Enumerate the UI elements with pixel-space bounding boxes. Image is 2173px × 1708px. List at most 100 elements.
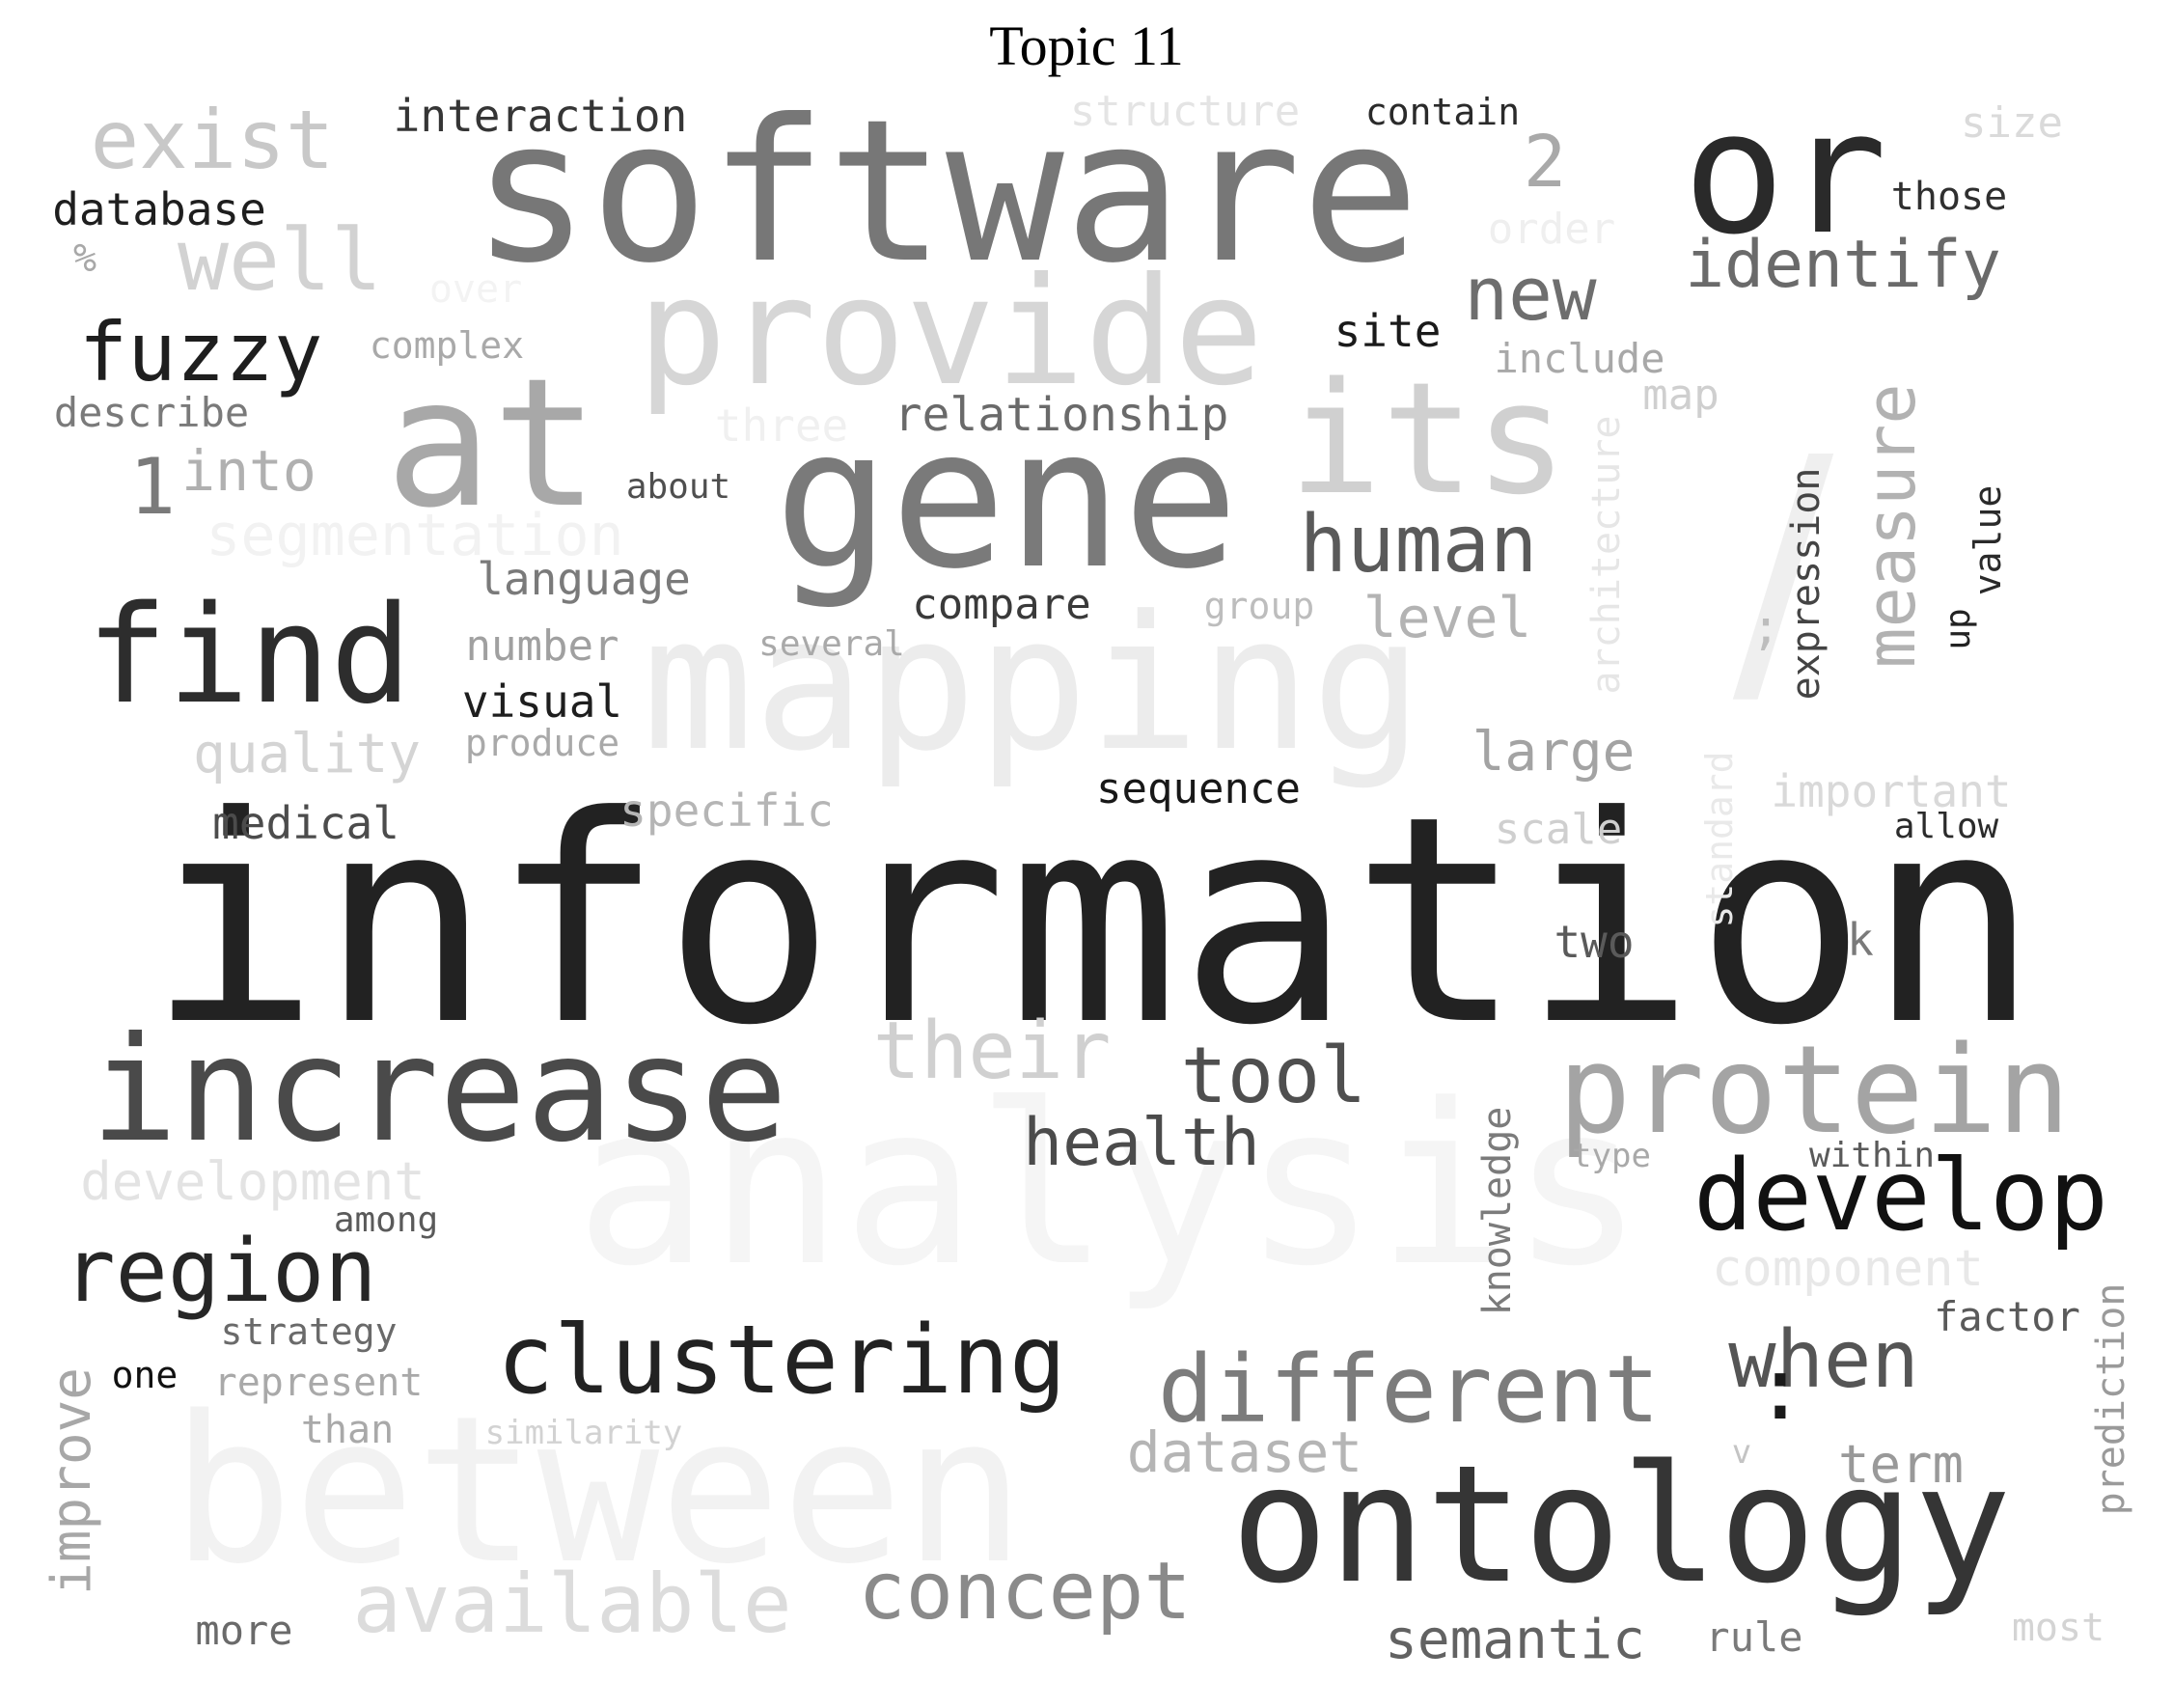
word-mapping: mapping — [642, 577, 1423, 792]
word-describe: describe — [53, 389, 250, 436]
word-up: up — [1939, 608, 1978, 650]
word-clustering: clustering — [496, 1306, 1067, 1416]
chart-title: Topic 11 — [989, 14, 1184, 77]
word-measure: measure — [1852, 383, 1931, 669]
word-when: when — [1728, 1314, 1919, 1406]
word-scale: scale — [1494, 805, 1623, 854]
word-one: one — [111, 1354, 179, 1396]
word-knowledge: knowledge — [1475, 1106, 1520, 1316]
word-three: three — [714, 399, 849, 452]
word-protein: protein — [1557, 1019, 2071, 1161]
word-development: development — [80, 1151, 426, 1212]
word-more: more — [195, 1607, 293, 1654]
word-exist: exist — [90, 93, 335, 187]
word-compare: compare — [912, 580, 1091, 629]
word-colon: : — [1753, 1338, 1807, 1440]
word-database: database — [52, 183, 266, 235]
word-large: large — [1472, 721, 1636, 784]
word-sequence: sequence — [1096, 764, 1301, 813]
word-their: their — [872, 1006, 1112, 1097]
word-fuzzy: fuzzy — [78, 305, 323, 399]
word-standard: standard — [1698, 751, 1741, 928]
word-most: most — [2011, 1606, 2105, 1650]
word-or: or — [1683, 74, 1887, 272]
word-specific: specific — [619, 785, 834, 837]
word-important: important — [1771, 765, 2012, 817]
word-structure: structure — [1069, 87, 1301, 136]
word-find: find — [86, 577, 412, 734]
word-prediction: prediction — [2089, 1282, 2133, 1516]
word-gene: gene — [774, 387, 1239, 612]
word-into: into — [181, 438, 316, 504]
word-allow: allow — [1893, 807, 1999, 846]
word-value: value — [1967, 484, 2009, 596]
word-site: site — [1334, 305, 1442, 357]
word-represent: represent — [213, 1361, 424, 1405]
word-between: between — [171, 1372, 1026, 1609]
word-tool: tool — [1180, 1031, 1367, 1120]
word-different: different — [1157, 1336, 1661, 1444]
word-strategy: strategy — [220, 1310, 398, 1353]
word-language: language — [477, 553, 691, 605]
word-group: group — [1203, 585, 1315, 627]
word-visual: visual — [461, 675, 623, 728]
word-information: information — [147, 755, 2040, 1088]
word-region: region — [63, 1221, 377, 1322]
word-increase: increase — [90, 1006, 788, 1174]
word-analysis: analysis — [575, 1058, 1644, 1315]
word-develop: develop — [1693, 1139, 2108, 1253]
word-identify: identify — [1685, 227, 2001, 303]
word-include: include — [1494, 335, 1665, 382]
word-semicolon: ; — [1750, 599, 1781, 655]
word-health: health — [1023, 1105, 1260, 1181]
word-size: size — [1961, 98, 2063, 148]
word-than: than — [300, 1408, 395, 1452]
word-among: among — [333, 1200, 439, 1240]
word-ontology: ontology — [1230, 1430, 2012, 1619]
word-type: type — [1572, 1137, 1651, 1175]
word-relationship: relationship — [894, 388, 1229, 442]
word-several: several — [758, 624, 905, 664]
word-rule: rule — [1705, 1613, 1803, 1661]
word-order: order — [1487, 205, 1616, 254]
word-1: 1 — [128, 442, 177, 532]
word-term: term — [1837, 1434, 1965, 1495]
word-map: map — [1642, 371, 1719, 420]
word-complex: complex — [369, 324, 525, 367]
word-concept: concept — [858, 1546, 1192, 1638]
word-slash: / — [1732, 395, 1834, 743]
word-architecture: architecture — [1584, 415, 1629, 695]
word-available: available — [352, 1556, 792, 1651]
word-software: software — [471, 78, 1420, 307]
word-within: within — [1808, 1136, 1936, 1175]
word-two: two — [1554, 916, 1635, 968]
word-at: at — [385, 341, 599, 547]
word-quality: quality — [192, 723, 422, 785]
word-number: number — [465, 621, 619, 671]
word-over: over — [428, 267, 523, 312]
word-interaction: interaction — [393, 90, 688, 142]
word-those: those — [1890, 175, 2008, 219]
word-its: its — [1288, 348, 1568, 529]
word-contain: contain — [1364, 91, 1521, 133]
word-2: 2 — [1523, 121, 1567, 204]
word-similarity: similarity — [484, 1414, 683, 1452]
word-k: k — [1847, 914, 1874, 966]
word-produce: produce — [464, 722, 620, 764]
word-about: about — [625, 467, 731, 507]
word-provide: provide — [637, 246, 1264, 419]
word-v: v — [1731, 1433, 1752, 1472]
word-improve: improve — [41, 1366, 103, 1596]
word-human: human — [1299, 499, 1538, 591]
word-medical: medical — [212, 797, 399, 849]
word-component: component — [1712, 1240, 1984, 1298]
word-expression: expression — [1784, 467, 1829, 701]
word-level: level — [1362, 585, 1532, 650]
word-well: well — [178, 210, 382, 310]
word-factor: factor — [1934, 1293, 2080, 1340]
word-dataset: dataset — [1126, 1419, 1363, 1485]
word-percent: % — [72, 236, 97, 281]
word-semantic: semantic — [1385, 1609, 1645, 1671]
word-new: new — [1464, 251, 1597, 337]
